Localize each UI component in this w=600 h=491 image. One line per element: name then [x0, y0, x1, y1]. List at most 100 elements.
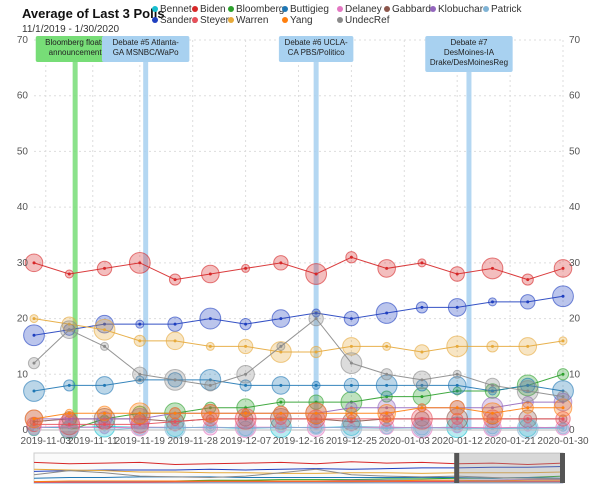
data-point-center-warren: [526, 344, 530, 348]
legend-label-sanders: Sanders: [160, 15, 197, 26]
x-tick-2020-01-21: 2020-01-21: [485, 436, 537, 447]
data-point-center-steyer: [314, 417, 318, 421]
data-point-center-buttigieg: [32, 389, 36, 393]
x-tick-2020-01-12: 2020-01-12: [432, 436, 484, 447]
data-point-center-warren: [138, 339, 142, 343]
annotation-text-3-2: Drake/DesMoinesReg: [430, 58, 508, 67]
data-point-center-warren: [244, 344, 248, 348]
series-line-biden: [33, 256, 564, 281]
range-navigator[interactable]: [33, 452, 565, 484]
data-point-center-yang: [32, 417, 36, 421]
data-point-center-yang: [314, 411, 318, 415]
data-point-center-bloomberg: [420, 395, 424, 399]
legend: Bennet Biden Bloomberg Buttigieg Delaney Gabb…: [152, 4, 523, 26]
data-point-center-buttigieg: [385, 383, 389, 387]
series-layer: [23, 251, 574, 440]
data-point-center-steyer: [279, 417, 283, 421]
data-point-center-bloomberg: [561, 372, 565, 376]
data-point-center-biden: [561, 266, 565, 270]
legend-label-buttigieg: Buttigieg: [290, 4, 329, 15]
legend-swatch-patrick: [483, 6, 489, 12]
data-point-center-sanders: [455, 305, 459, 309]
navigator-line-biden: [33, 461, 564, 465]
data-point-center-undecref: [279, 344, 283, 348]
annotation-text-2-1: CA PBS/Politico: [288, 48, 345, 57]
data-point-center-steyer: [103, 422, 107, 426]
x-tick-2020-01-03: 2020-01-03: [379, 436, 431, 447]
data-point-center-yang: [420, 406, 424, 410]
data-point-center-buttigieg: [67, 383, 71, 387]
data-point-center-undecref: [420, 378, 424, 382]
data-point-center-biden: [349, 255, 353, 259]
data-point-center-bloomberg: [208, 406, 212, 410]
data-point-center-buttigieg: [420, 383, 424, 387]
data-point-center-patrick: [455, 426, 459, 430]
navigator-line-undecref: [33, 468, 564, 480]
legend-label-patrick: Patrick: [491, 4, 523, 15]
legend-label-klobuchar: Klobuchar: [438, 4, 484, 15]
legend-swatch-steyer: [192, 17, 198, 23]
y-tick-right-70: 70: [569, 35, 581, 46]
data-point-center-yang: [67, 411, 71, 415]
y-tick-right-60: 60: [569, 91, 581, 102]
series-line-sanders: [33, 295, 564, 336]
data-point-center-biden: [173, 278, 177, 282]
navigator-line-yang: [33, 479, 563, 483]
series-line-yang: [33, 407, 563, 420]
data-point-center-sanders: [103, 322, 107, 326]
y-tick-left-40: 40: [17, 202, 29, 213]
y-tick-right-40: 40: [569, 202, 581, 213]
data-point-center-biden: [138, 261, 142, 265]
x-tick-2019-11-11: 2019-11-11: [68, 436, 118, 447]
navigator-selection: [457, 453, 563, 483]
data-point-center-sanders: [561, 294, 565, 298]
data-point-center-yang: [103, 411, 107, 415]
legend-swatch-warren: [228, 17, 234, 23]
data-point-center-warren: [103, 328, 107, 332]
data-point-center-warren: [455, 344, 459, 348]
data-point-center-steyer: [526, 417, 530, 421]
data-point-center-undecref: [561, 395, 565, 399]
data-point-center-warren: [420, 350, 424, 354]
data-point-center-biden: [490, 266, 494, 270]
y-tick-left-60: 60: [17, 91, 29, 102]
data-point-center-warren: [385, 344, 389, 348]
series-line-buttigieg: [33, 379, 564, 392]
data-point-center-biden: [67, 272, 71, 276]
annotation-text-1-1: GA MSNBC/WaPo: [113, 48, 179, 57]
axes: 0 0 10 10 20 20 30 30 40 40 50 50 60 60 70 70 2019-11-03…: [17, 35, 589, 447]
data-point-center-sanders: [420, 305, 424, 309]
data-point-center-undecref: [208, 383, 212, 387]
legend-swatch-gabbard: [384, 6, 390, 12]
data-point-center-steyer: [385, 417, 389, 421]
data-point-center-buttigieg: [455, 383, 459, 387]
annotation-text-3-0: Debate #7: [450, 38, 487, 47]
data-point-center-warren: [561, 339, 565, 343]
y-tick-right-10: 10: [569, 369, 581, 380]
data-point-center-patrick: [526, 426, 530, 430]
legend-swatch-sanders: [152, 17, 158, 23]
data-point-center-biden: [526, 278, 530, 282]
legend-swatch-klobuchar: [430, 6, 436, 12]
annotation-text-0-1: announcement: [49, 48, 103, 57]
legend-label-delaney: Delaney: [345, 4, 382, 15]
series-line-bloomberg: [34, 373, 564, 431]
data-point-center-warren: [208, 344, 212, 348]
data-point-center-yang: [279, 411, 283, 415]
data-point-center-patrick: [244, 426, 248, 430]
x-tick-2019-11-19: 2019-11-19: [115, 436, 166, 447]
data-point-center-sanders: [208, 317, 212, 321]
annotation-text-3-1: DesMoines-IA: [444, 48, 495, 57]
annotation-box-1: [101, 36, 190, 62]
x-tick-2019-12-25: 2019-12-25: [326, 436, 378, 447]
legend-label-undecref: UndecRef: [345, 15, 390, 26]
navigator-handle-right[interactable]: [560, 453, 565, 483]
y-tick-left-20: 20: [17, 314, 29, 325]
data-point-center-biden: [244, 266, 248, 270]
x-tick-2019-12-16: 2019-12-16: [273, 436, 325, 447]
navigator-handle-left[interactable]: [454, 453, 460, 483]
data-point-center-steyer: [32, 422, 36, 426]
y-tick-right-30: 30: [569, 258, 581, 269]
data-point-center-buttigieg: [279, 383, 283, 387]
legend-label-bloomberg: Bloomberg: [236, 4, 284, 15]
